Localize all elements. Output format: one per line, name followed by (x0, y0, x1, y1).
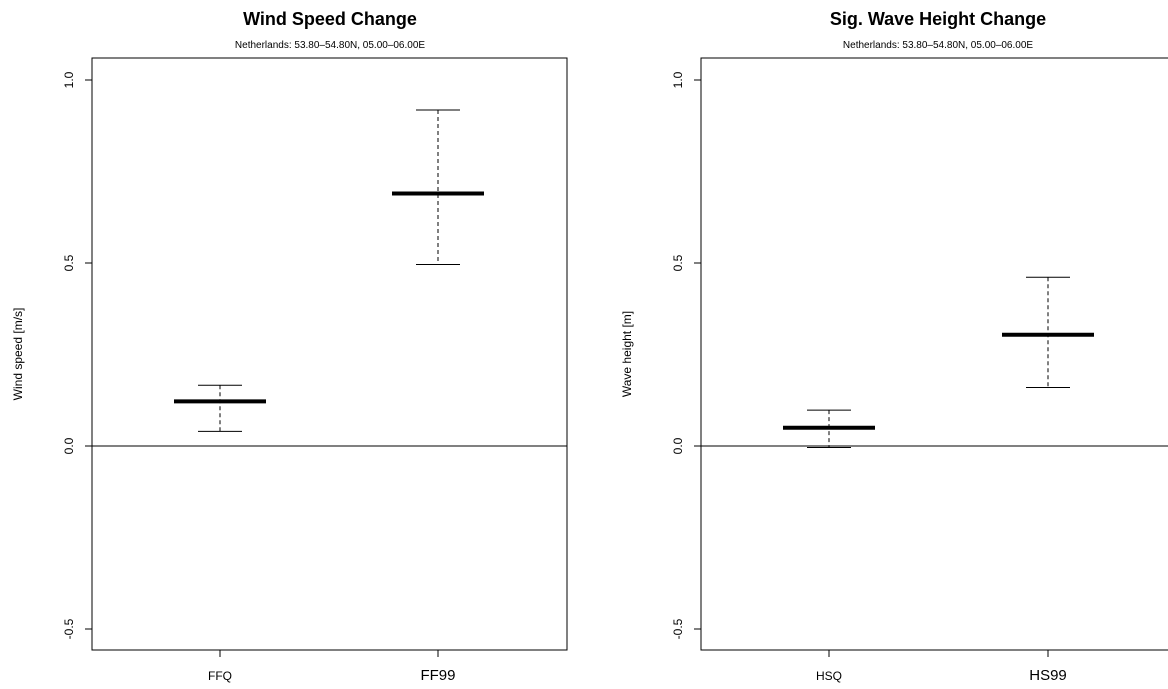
chart-title: Wind Speed Change (243, 9, 417, 29)
plot-area: -0.5 0.0 0.5 1.0 HSQ HS99 (671, 71, 1168, 684)
x-tick-label: FFQ (208, 669, 232, 683)
plot-frame (91, 57, 568, 651)
y-axis-label: Wind speed [m/s] (11, 308, 25, 401)
plot-frame (700, 57, 1168, 651)
chart-subtitle: Netherlands: 53.80–54.80N, 05.00–06.00E (235, 40, 425, 51)
plot-area: -0.5 0.0 0.5 1.0 FFQ FF99 (62, 71, 567, 684)
y-axis-label: Wave height [m] (620, 311, 634, 397)
y-tick-label: 0.5 (62, 254, 76, 271)
x-tick-label: HSQ (816, 669, 842, 683)
y-tick-label: 0.0 (62, 437, 76, 454)
wave-height-panel: Sig. Wave Height Change Netherlands: 53.… (620, 9, 1168, 684)
chart-title: Sig. Wave Height Change (830, 9, 1046, 29)
y-tick-label: 1.0 (671, 71, 685, 88)
wind-speed-panel: Wind Speed Change Netherlands: 53.80–54.… (11, 9, 568, 684)
y-tick-label: 1.0 (62, 71, 76, 88)
x-tick-label: FF99 (420, 667, 455, 684)
x-tick-label: HS99 (1029, 667, 1067, 684)
y-tick-label: 0.5 (671, 254, 685, 271)
y-tick-label: -0.5 (671, 618, 685, 639)
y-tick-label: -0.5 (62, 618, 76, 639)
y-tick-label: 0.0 (671, 437, 685, 454)
chart-subtitle: Netherlands: 53.80–54.80N, 05.00–06.00E (843, 40, 1033, 51)
